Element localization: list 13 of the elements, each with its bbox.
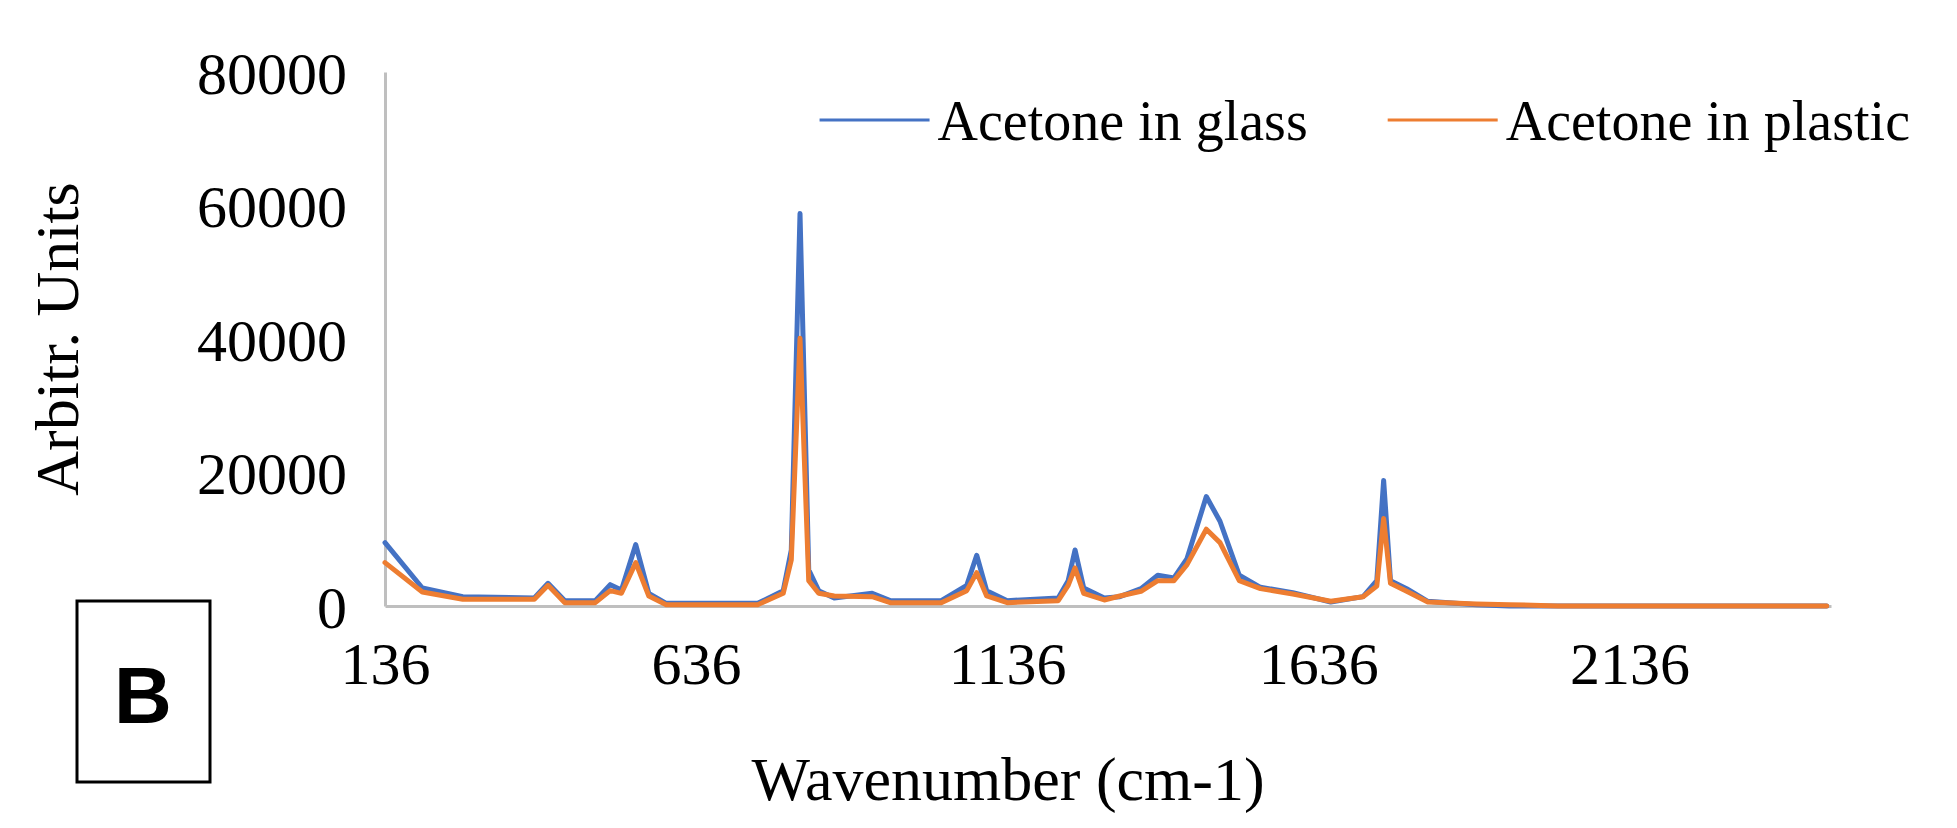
panel-label-box: B [75,599,212,784]
y-tick-label: 60000 [197,174,347,240]
y-axis-title: Arbitr. Units [23,182,91,496]
x-tick-label: 2136 [1569,631,1690,697]
legend-label: Acetone in plastic [1505,89,1910,152]
x-axis-title: Wavenumber (cm-1) [751,745,1265,814]
legend-label: Acetone in glass [937,89,1308,152]
y-tick-label: 20000 [197,441,347,507]
y-tick-label: 80000 [197,40,347,107]
x-tick-label: 1136 [948,631,1067,697]
x-tick-label: 636 [651,631,742,697]
x-tick-label: 1636 [1258,631,1379,697]
y-tick-label: 40000 [197,307,347,374]
